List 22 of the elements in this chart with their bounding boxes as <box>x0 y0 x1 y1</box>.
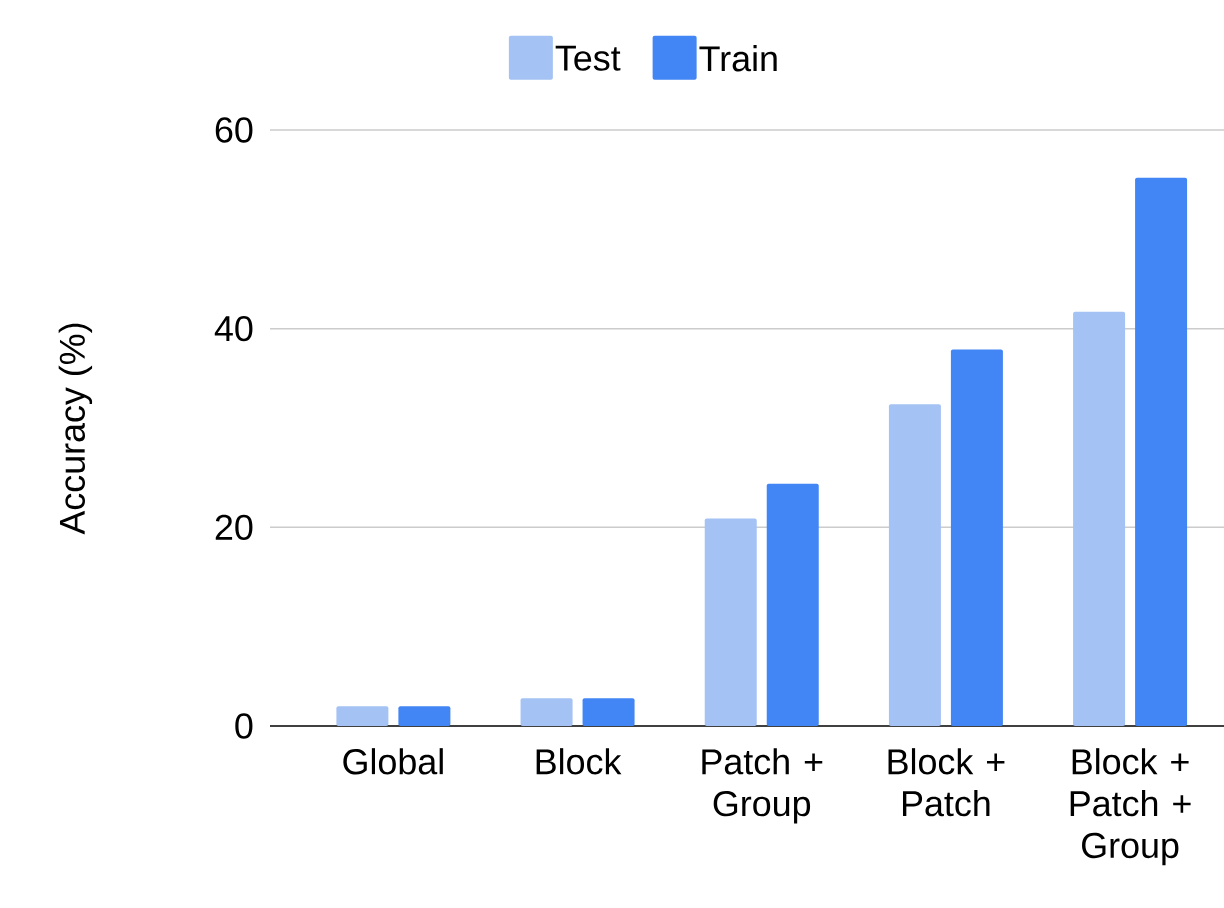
y-tick-label: 20 <box>215 514 253 541</box>
bar <box>766 483 819 726</box>
y-axis-title: Accuracy (%) <box>58 323 93 535</box>
bar <box>950 349 1003 726</box>
bar <box>336 706 389 726</box>
y-tick-label: 40 <box>214 315 253 342</box>
x-tick-label: Block + Patch + Group <box>1070 748 1191 866</box>
bar <box>1073 311 1126 726</box>
bar <box>582 698 635 726</box>
y-tick-label: 60 <box>215 117 253 143</box>
bar <box>888 404 941 726</box>
bar <box>398 706 451 726</box>
bar <box>704 518 757 726</box>
bar <box>520 698 573 726</box>
x-tick-label: Block + Patch <box>888 748 1005 817</box>
bar <box>1135 177 1188 726</box>
y-tick-label: 0 <box>235 713 253 739</box>
x-tick-label: Block <box>536 748 622 775</box>
x-tick-label: Patch + Group <box>702 748 823 824</box>
x-tick-label: Global <box>343 748 443 775</box>
legend-label: Test <box>555 45 621 71</box>
legend-label: Train <box>699 45 777 72</box>
